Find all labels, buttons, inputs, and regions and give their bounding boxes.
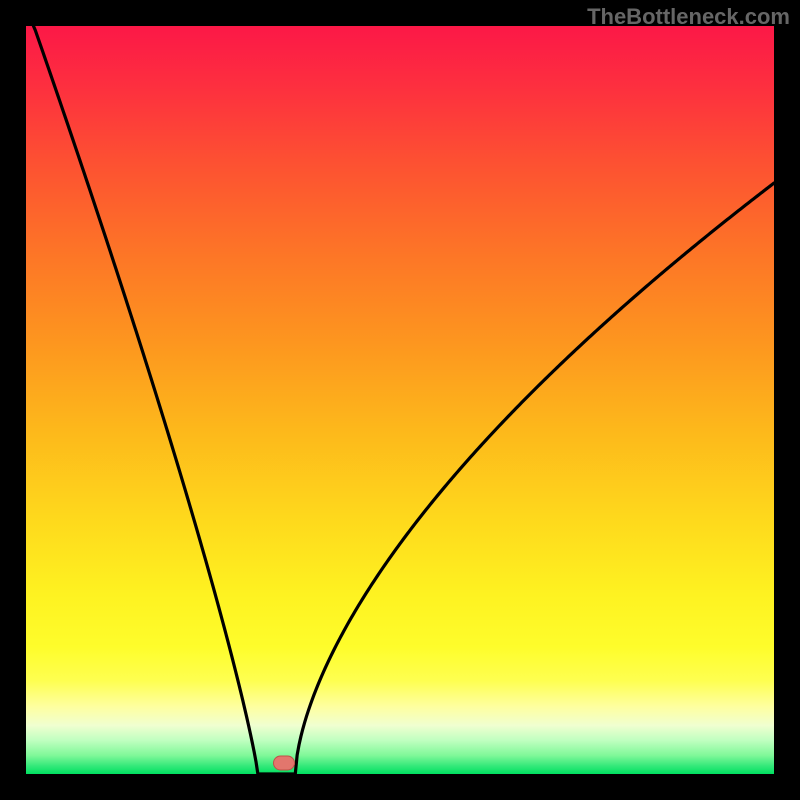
optimum-marker [273, 755, 295, 770]
chart-container: TheBottleneck.com [0, 0, 800, 800]
watermark-text: TheBottleneck.com [587, 4, 790, 30]
plot-area [26, 26, 774, 774]
